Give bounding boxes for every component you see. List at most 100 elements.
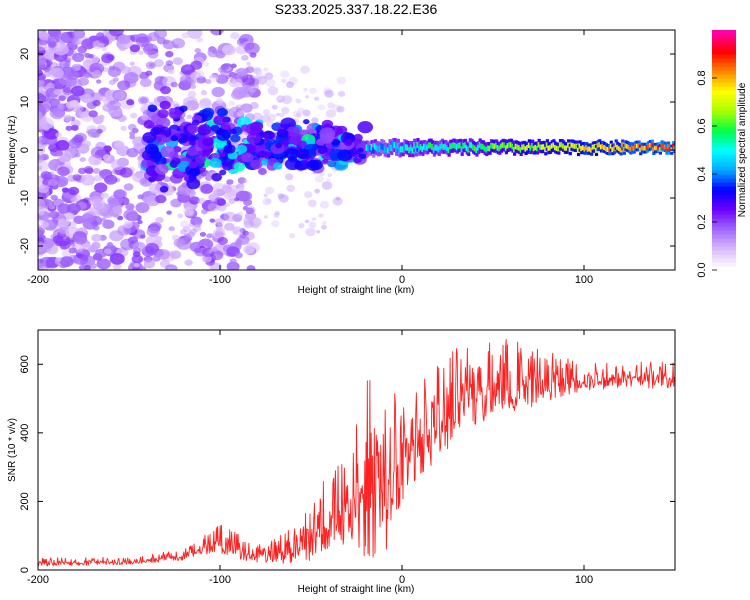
spectrogram-cell: [578, 143, 582, 149]
snr-x-tick-label: 0: [399, 574, 405, 586]
spectrogram-cell: [591, 144, 595, 150]
colorbar-swatch: [712, 130, 736, 135]
spectrogram-cell: [307, 199, 317, 207]
spectrogram-cell: [246, 61, 252, 66]
spectrogram-cell: [144, 143, 159, 155]
spectrogram-cell: [488, 145, 492, 152]
spectrogram-cell: [375, 144, 379, 152]
spectrogram-cell: [630, 145, 635, 150]
spectrogram-cell: [143, 120, 155, 129]
spectrogram-cell: [189, 167, 201, 177]
spectrogram-cell: [209, 218, 216, 223]
spectrogram-cell: [434, 144, 438, 151]
spectrogram-cell: [112, 263, 122, 270]
spectrogram-cell: [219, 169, 227, 176]
spectrogram-cell: [311, 117, 319, 124]
spectrogram-cell: [68, 186, 80, 196]
spectrogram-cell: [222, 162, 233, 171]
spectrogram-cell: [93, 174, 103, 182]
spectrogram-cell: [197, 124, 212, 136]
spectrogram-cell: [332, 197, 343, 206]
spectrogram-cell: [337, 90, 346, 97]
spectrogram-cell: [184, 259, 193, 266]
spectrogram-cell: [637, 143, 641, 149]
spectrogram-cell: [297, 140, 307, 148]
spectrogram-cell: [70, 197, 78, 203]
spectrogram-cell: [418, 145, 422, 153]
spectrogram-cell: [534, 144, 538, 151]
spectrogram-cell: [624, 143, 628, 149]
spectrogram-cell: [481, 143, 486, 150]
spectrogram-cell: [70, 85, 85, 97]
spectrogram-cell: [298, 223, 305, 229]
spectrogram-cell: [609, 143, 613, 149]
spectrogram-cell: [275, 112, 280, 117]
spectrogram-cell: [167, 266, 175, 270]
spectrogram-cell: [396, 142, 400, 149]
spectrogram-cell: [223, 144, 236, 154]
spectrogram-cell: [147, 200, 156, 207]
spectrogram-cell: [155, 235, 163, 242]
spectrogram-cell: [483, 145, 487, 152]
spectrogram-cell: [368, 145, 373, 152]
spectrogram-cell: [462, 142, 466, 149]
spectrogram-cell: [155, 194, 167, 204]
spectrogram-cell: [447, 147, 451, 154]
spectrogram-cell: [319, 127, 336, 140]
spectrogram-cell: [132, 241, 146, 252]
spectrogram-cell: [165, 50, 174, 58]
spectrogram-cell: [69, 99, 80, 108]
colorbar-tick-label: 0.0: [696, 262, 708, 277]
spectrogram-cell: [226, 179, 234, 185]
spectrogram-cell: [82, 242, 92, 250]
spectrogram-cell: [163, 176, 171, 183]
spectrogram-cell: [358, 153, 367, 160]
colorbar-swatch: [712, 126, 736, 131]
spectrogram-cell: [303, 119, 310, 125]
spectrogram-cell: [550, 143, 554, 149]
spectrogram-cell: [117, 80, 131, 91]
spectrogram-cell: [38, 79, 45, 88]
spectrogram-cell: [207, 47, 220, 58]
spectrogram-cell: [365, 144, 369, 151]
spectrogram-cell: [557, 146, 561, 152]
spectrogram-cell: [118, 44, 127, 52]
spectrogram-cell: [137, 194, 144, 200]
spectrogram-cell: [460, 146, 464, 153]
snr-x-ticks: -200 -100 0 100: [27, 330, 593, 586]
spectrogram-cell: [55, 257, 62, 262]
spectrogram-cell: [399, 146, 404, 153]
spectrogram-cell: [322, 220, 327, 225]
spectrogram-cell: [137, 219, 143, 225]
spectrogram-cell: [522, 144, 527, 150]
spectrogram-cell: [305, 227, 316, 237]
spectrogram-cell: [155, 216, 164, 224]
spectrogram-cell: [187, 90, 197, 98]
spectrogram-cell: [652, 147, 656, 153]
colorbar-swatch: [712, 102, 736, 107]
spectrogram-cell: [571, 143, 576, 149]
spectrogram-cell: [223, 211, 237, 222]
spectrogram-cell: [526, 144, 530, 151]
spectrogram-cell: [51, 100, 59, 107]
spectrogram-cell: [565, 145, 569, 151]
spectrogram-cell: [292, 110, 302, 118]
colorbar-swatch: [712, 30, 736, 35]
spectrogram-cell: [135, 36, 150, 47]
spectrogram-cell: [64, 212, 75, 220]
spectrogram-cell: [673, 145, 675, 151]
spectrogram-cell: [133, 262, 140, 268]
colorbar-swatch: [712, 122, 736, 127]
spectrogram-cell: [367, 145, 371, 152]
spectrogram-cell: [218, 152, 226, 158]
snr-y-tick-label: 200: [19, 492, 31, 510]
spectrogram-cell: [307, 159, 318, 168]
spectrogram-cell: [244, 42, 260, 55]
spectrogram-cell: [68, 247, 77, 254]
spectrogram-cell: [529, 145, 533, 151]
spectrogram-cell: [416, 141, 420, 148]
spectrogram-cell: [478, 141, 482, 148]
spectrogram-cell: [245, 123, 262, 136]
spectrogram-cell: [199, 231, 207, 237]
spectrogram-cell: [321, 119, 334, 129]
